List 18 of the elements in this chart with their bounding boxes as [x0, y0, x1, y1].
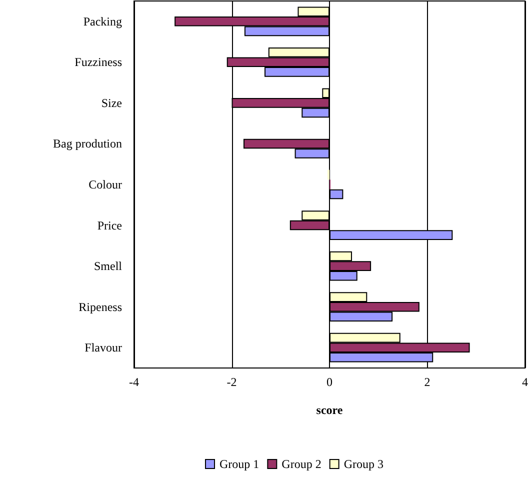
y-tick-label: Colour [88, 178, 122, 192]
y-tick-label: Ripeness [78, 300, 122, 314]
legend-label: Group 1 [220, 457, 260, 471]
x-tick-label: 4 [522, 375, 528, 389]
y-tick-label: Bag prodution [53, 136, 122, 151]
y-tick-label: Flavour [84, 340, 122, 355]
x-tick-label: 0 [326, 375, 332, 389]
x-tick-label: 2 [424, 375, 430, 389]
x-axis-title: score [316, 403, 344, 417]
y-tick-label: Size [101, 96, 122, 110]
legend-label: Group 3 [344, 457, 384, 471]
y-tick-label: Fuzziness [74, 55, 122, 70]
x-tick-label: -2 [226, 375, 237, 389]
y-tick-label: Smell [94, 259, 123, 274]
y-tick-label: Packing [83, 14, 122, 28]
x-tick-label: -4 [129, 375, 139, 389]
legend-label: Group 2 [282, 457, 322, 471]
y-tick-label: Price [97, 218, 122, 232]
